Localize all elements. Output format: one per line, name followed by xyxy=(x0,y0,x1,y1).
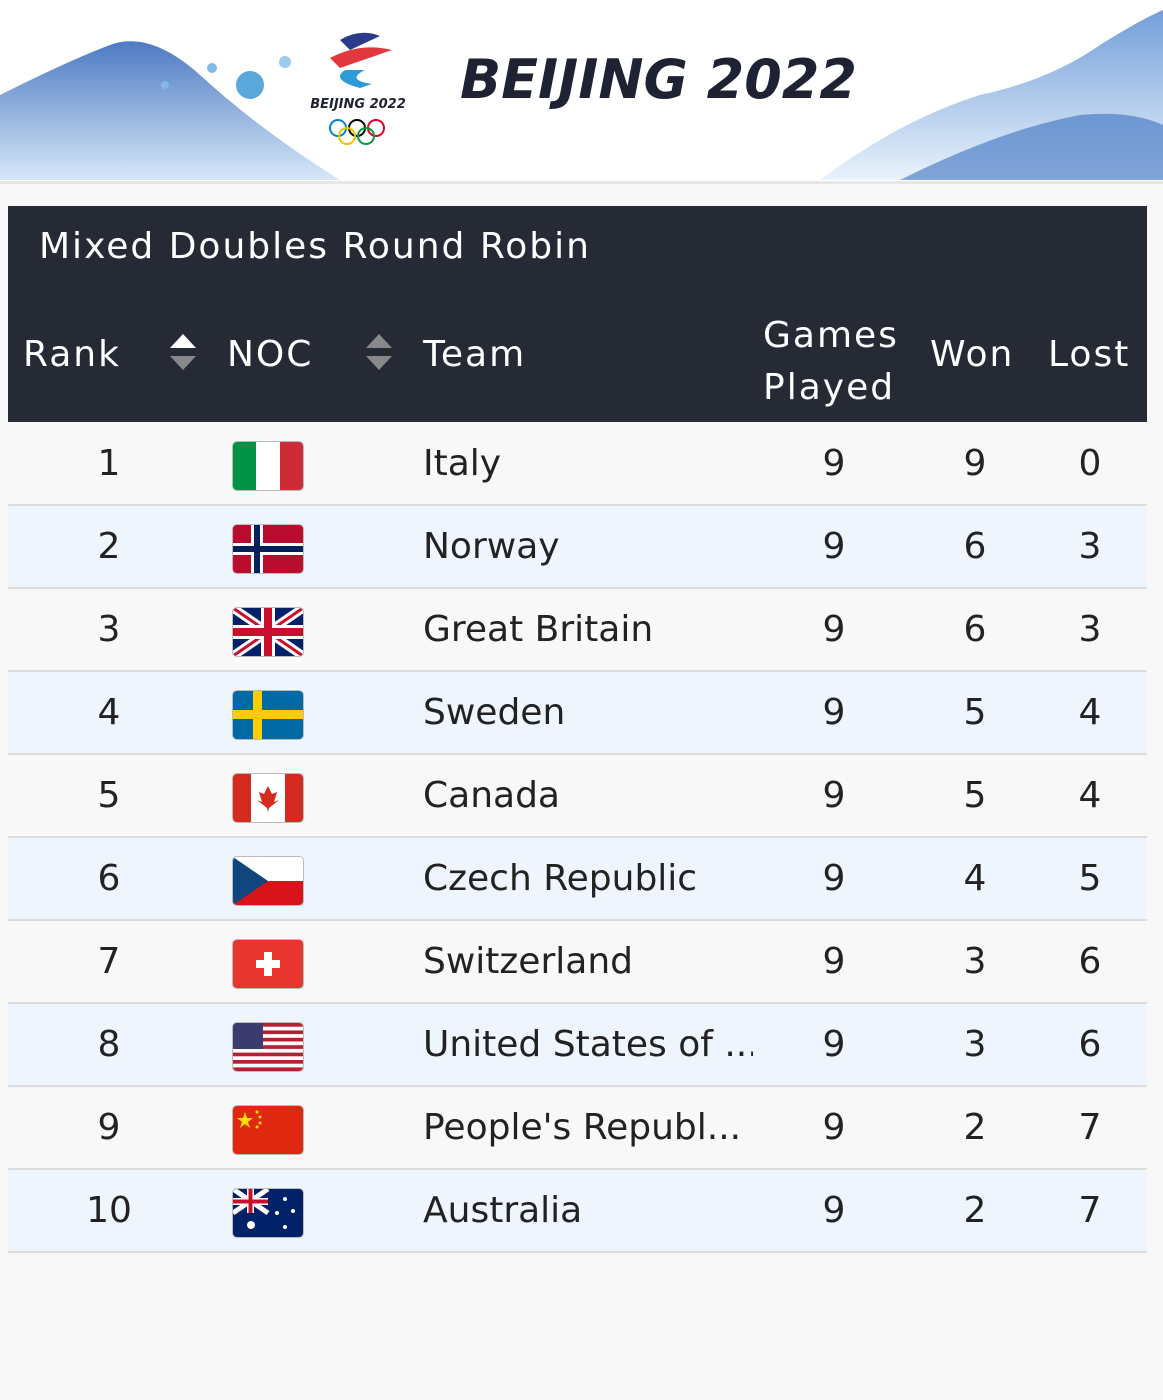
flag-graphic xyxy=(233,857,303,905)
sort-icon[interactable] xyxy=(168,332,198,372)
lost-cell: 4 xyxy=(1078,692,1102,733)
won-cell: 2 xyxy=(963,1107,987,1148)
flag-icon xyxy=(233,1106,303,1154)
games-cell: 9 xyxy=(822,775,846,816)
games-cell: 9 xyxy=(822,1107,846,1148)
flag-icon xyxy=(233,940,303,988)
table-row: 1 Italy 9 9 0 xyxy=(8,423,1147,506)
lost-cell: 7 xyxy=(1078,1107,1102,1148)
flag-graphic xyxy=(233,940,303,988)
column-header: Team xyxy=(423,334,527,375)
flag-icon xyxy=(233,774,303,822)
games-cell: 9 xyxy=(822,526,846,567)
emblem-text: BEIJING 2022 xyxy=(310,97,406,112)
column-header: Won xyxy=(930,334,1015,375)
lost-cell: 3 xyxy=(1078,526,1102,567)
won-cell: 3 xyxy=(963,941,987,982)
won-cell: 9 xyxy=(963,443,987,484)
banner-art: BEIJING 2022 BEIJING 2022 xyxy=(0,10,1163,180)
flag-graphic xyxy=(233,1189,303,1237)
rank-cell: 8 xyxy=(97,1024,121,1065)
flag-icon xyxy=(233,1189,303,1237)
games-cell: 9 xyxy=(822,692,846,733)
flag-graphic xyxy=(233,1023,303,1071)
games-cell: 9 xyxy=(822,609,846,650)
team-cell: People's Republ... xyxy=(423,1107,742,1148)
rank-cell: 6 xyxy=(97,858,121,899)
team-cell: Sweden xyxy=(423,692,566,733)
column-header: Games Played xyxy=(763,315,899,408)
column-header: Lost xyxy=(1048,334,1131,375)
flag-icon xyxy=(233,608,303,656)
won-cell: 3 xyxy=(963,1024,987,1065)
flag-graphic xyxy=(233,1106,303,1154)
flag-graphic xyxy=(233,442,303,490)
rank-cell: 5 xyxy=(97,775,121,816)
table-row: 7 Switzerland 9 3 6 xyxy=(8,921,1147,1004)
rank-cell: 9 xyxy=(97,1107,121,1148)
column-header[interactable]: Rank xyxy=(23,334,121,375)
rank-cell: 3 xyxy=(97,609,121,650)
team-cell: Italy xyxy=(423,443,502,484)
table-row: 6 Czech Republic 9 4 5 xyxy=(8,838,1147,921)
team-cell: Switzerland xyxy=(423,941,633,982)
games-cell: 9 xyxy=(822,443,846,484)
flag-graphic xyxy=(233,691,303,739)
rank-cell: 1 xyxy=(97,443,121,484)
column-header[interactable]: NOC xyxy=(227,334,314,375)
lost-cell: 3 xyxy=(1078,609,1102,650)
brand-title: BEIJING 2022 xyxy=(460,48,857,111)
team-cell: Canada xyxy=(423,775,560,816)
team-cell: United States of ... xyxy=(423,1024,753,1065)
rank-cell: 4 xyxy=(97,692,121,733)
flag-icon xyxy=(233,525,303,573)
lost-cell: 5 xyxy=(1078,858,1102,899)
lost-cell: 7 xyxy=(1078,1190,1102,1231)
table-row: 2 Norway 9 6 3 xyxy=(8,506,1147,589)
games-cell: 9 xyxy=(822,941,846,982)
table-row: 4 Sweden 9 5 4 xyxy=(8,672,1147,755)
team-cell: Australia xyxy=(423,1190,583,1231)
table-row: 10 Australia 9 2 7 xyxy=(8,1170,1147,1253)
won-cell: 6 xyxy=(963,609,987,650)
games-cell: 9 xyxy=(822,1024,846,1065)
table-title: Mixed Doubles Round Robin xyxy=(39,226,591,267)
table-row: 3 Great Britain 9 6 3 xyxy=(8,589,1147,672)
flag-graphic xyxy=(233,525,303,573)
games-cell: 9 xyxy=(822,1190,846,1231)
lost-cell: 6 xyxy=(1078,1024,1102,1065)
won-cell: 5 xyxy=(963,775,987,816)
won-cell: 2 xyxy=(963,1190,987,1231)
rank-cell: 10 xyxy=(86,1190,132,1231)
lost-cell: 0 xyxy=(1078,443,1102,484)
flag-graphic xyxy=(233,774,303,822)
sort-icon[interactable] xyxy=(364,332,394,372)
flag-icon xyxy=(233,857,303,905)
table-row: 8 United States of ... 9 3 6 xyxy=(8,1004,1147,1087)
flag-graphic xyxy=(233,608,303,656)
table-row: 5 Canada 9 5 4 xyxy=(8,755,1147,838)
table-header: Mixed Doubles Round Robin Rank NOC Team … xyxy=(8,206,1147,422)
flag-icon xyxy=(233,691,303,739)
lost-cell: 6 xyxy=(1078,941,1102,982)
table-row: 9 People's Republ... 9 2 7 xyxy=(8,1087,1147,1170)
flag-icon xyxy=(233,442,303,490)
flag-icon xyxy=(233,1023,303,1071)
rank-cell: 2 xyxy=(97,526,121,567)
won-cell: 4 xyxy=(963,858,987,899)
won-cell: 6 xyxy=(963,526,987,567)
won-cell: 5 xyxy=(963,692,987,733)
games-cell: 9 xyxy=(822,858,846,899)
banner: BEIJING 2022 BEIJING 2022 xyxy=(0,0,1163,184)
lost-cell: 4 xyxy=(1078,775,1102,816)
team-cell: Great Britain xyxy=(423,609,654,650)
team-cell: Czech Republic xyxy=(423,858,698,899)
team-cell: Norway xyxy=(423,526,560,567)
rank-cell: 7 xyxy=(97,941,121,982)
